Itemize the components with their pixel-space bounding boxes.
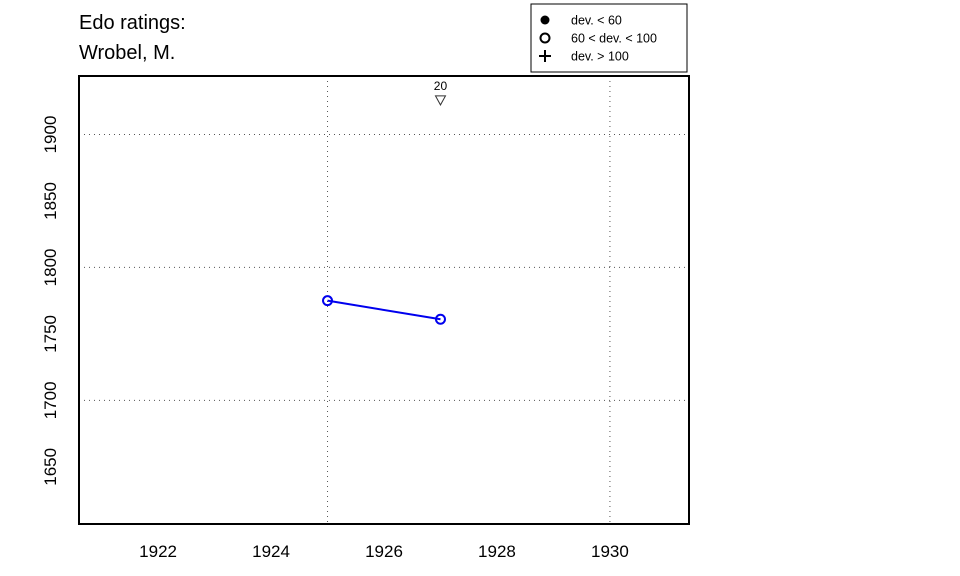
x-tick-label: 1926 (365, 542, 403, 561)
legend-label: 60 < dev. < 100 (571, 32, 657, 46)
y-tick-label: 1800 (41, 249, 60, 287)
y-tick-label: 1900 (41, 116, 60, 154)
chart-title-line1: Edo ratings: (79, 12, 186, 34)
open-circle-icon (539, 32, 551, 44)
annotation-label: 20 (434, 79, 448, 93)
data-point (434, 313, 446, 325)
legend-label: dev. < 60 (571, 14, 622, 28)
y-tick-label: 1700 (41, 381, 60, 419)
down-triangle-marker (434, 95, 447, 106)
legend-label: dev. > 100 (571, 50, 629, 64)
y-tick-label: 1850 (41, 182, 60, 220)
x-tick-label: 1930 (591, 542, 629, 561)
legend: dev. < 60 60 < dev. < 100 dev. > 100 (530, 3, 688, 73)
plot-frame (78, 75, 690, 525)
y-tick-label: 1750 (41, 315, 60, 353)
x-tick-label: 1924 (252, 542, 290, 561)
x-tick-label: 1922 (139, 542, 177, 561)
chart-title-line2: Wrobel, M. (79, 42, 176, 64)
legend-box (530, 3, 688, 73)
plus-icon (539, 50, 551, 62)
x-tick-label: 1928 (478, 542, 516, 561)
data-point (322, 295, 334, 307)
filled-circle-icon (540, 15, 550, 25)
y-tick-label: 1650 (41, 448, 60, 486)
series-line (327, 299, 441, 321)
